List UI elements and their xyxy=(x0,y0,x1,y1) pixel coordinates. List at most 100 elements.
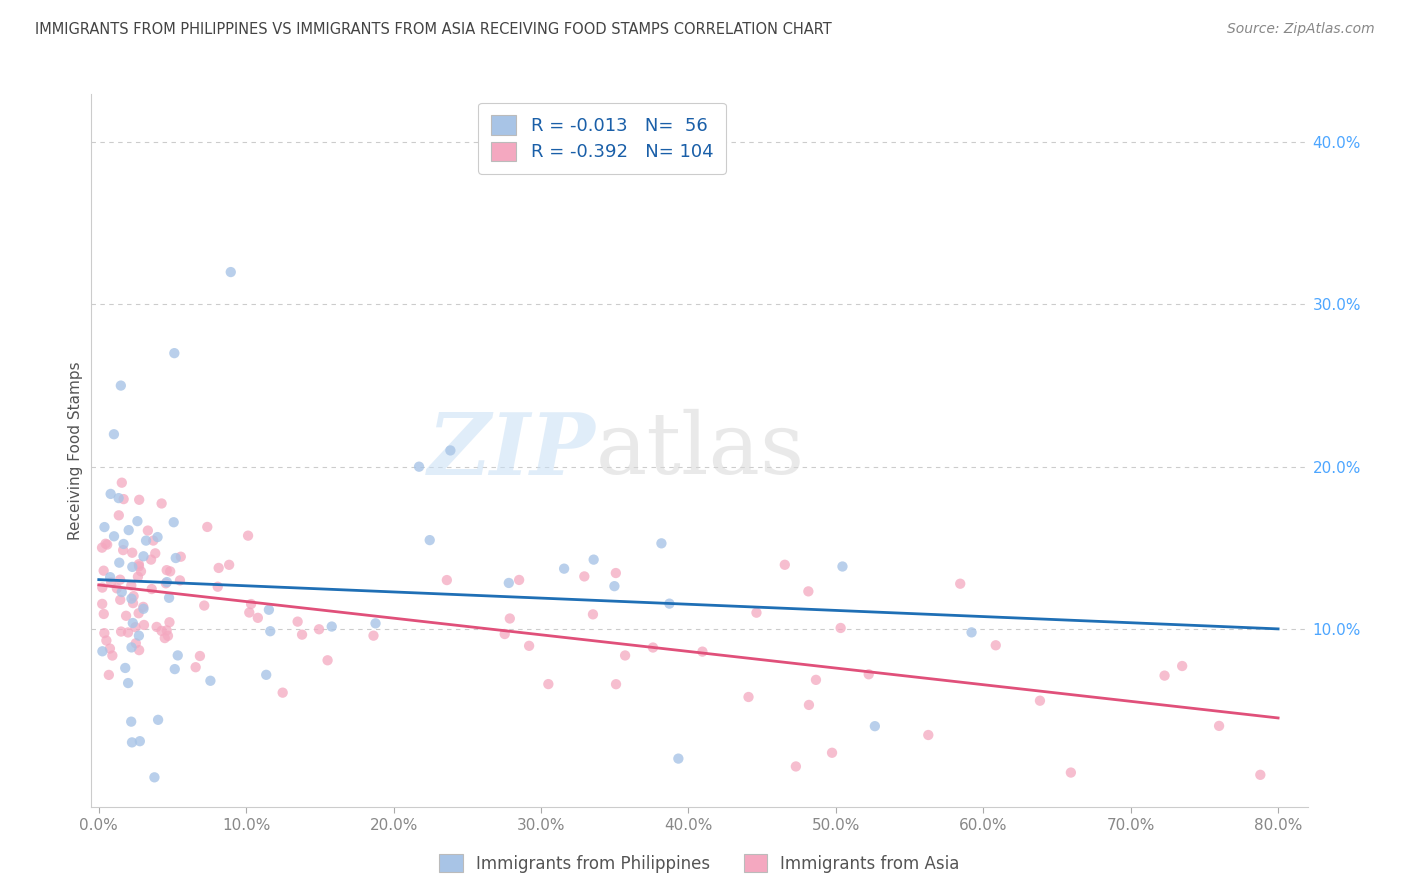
Point xyxy=(165,551,187,566)
Point xyxy=(553,562,575,576)
Point xyxy=(508,573,530,587)
Point xyxy=(257,603,280,617)
Point xyxy=(408,459,430,474)
Point xyxy=(128,629,150,643)
Point xyxy=(666,751,689,765)
Point xyxy=(737,690,759,704)
Point xyxy=(153,631,176,645)
Point xyxy=(207,580,229,594)
Point xyxy=(208,561,231,575)
Text: IMMIGRANTS FROM PHILIPPINES VS IMMIGRANTS FROM ASIA RECEIVING FOOD STAMPS CORREL: IMMIGRANTS FROM PHILIPPINES VS IMMIGRANT… xyxy=(35,22,832,37)
Point xyxy=(146,713,169,727)
Point xyxy=(150,496,173,510)
Point xyxy=(103,529,125,543)
Point xyxy=(364,616,387,631)
Legend: Immigrants from Philippines, Immigrants from Asia: Immigrants from Philippines, Immigrants … xyxy=(432,847,967,881)
Point xyxy=(1153,668,1175,682)
Point xyxy=(94,537,117,551)
Point xyxy=(98,641,121,656)
Point xyxy=(287,615,309,629)
Point xyxy=(419,533,441,548)
Point xyxy=(108,508,131,523)
Point xyxy=(614,648,637,663)
Point xyxy=(136,524,159,538)
Point xyxy=(132,549,155,564)
Point xyxy=(692,645,714,659)
Point xyxy=(132,601,155,615)
Point xyxy=(200,673,222,688)
Point xyxy=(650,536,672,550)
Point xyxy=(91,581,114,595)
Point xyxy=(1171,659,1194,673)
Point xyxy=(773,558,796,572)
Point xyxy=(156,629,179,643)
Point xyxy=(658,597,681,611)
Text: Source: ZipAtlas.com: Source: ZipAtlas.com xyxy=(1227,22,1375,37)
Point xyxy=(246,611,269,625)
Point xyxy=(96,538,118,552)
Point xyxy=(259,624,281,639)
Point xyxy=(125,636,148,650)
Point xyxy=(157,591,180,605)
Point xyxy=(121,546,143,560)
Point xyxy=(218,558,240,572)
Point xyxy=(169,574,191,588)
Point xyxy=(127,514,149,528)
Point xyxy=(605,566,627,580)
Point xyxy=(93,607,115,621)
Y-axis label: Receiving Food Stamps: Receiving Food Stamps xyxy=(67,361,83,540)
Point xyxy=(785,759,807,773)
Point xyxy=(219,265,242,279)
Point xyxy=(582,607,605,622)
Point xyxy=(93,564,115,578)
Point xyxy=(517,639,540,653)
Point xyxy=(166,648,188,663)
Point xyxy=(132,599,155,614)
Point xyxy=(195,520,218,534)
Point xyxy=(163,515,186,529)
Point xyxy=(960,625,983,640)
Point xyxy=(93,520,115,534)
Point xyxy=(91,541,114,555)
Point xyxy=(91,597,114,611)
Point xyxy=(117,625,139,640)
Point xyxy=(97,668,120,682)
Point xyxy=(132,618,155,632)
Point xyxy=(156,624,179,638)
Text: atlas: atlas xyxy=(596,409,806,492)
Point xyxy=(117,676,139,690)
Point xyxy=(363,629,385,643)
Point xyxy=(291,627,314,641)
Point xyxy=(121,560,143,574)
Point xyxy=(193,599,215,613)
Point xyxy=(128,643,150,657)
Point xyxy=(143,770,166,784)
Point xyxy=(1208,719,1230,733)
Point xyxy=(135,533,157,548)
Point xyxy=(830,621,852,635)
Point xyxy=(120,578,142,592)
Point xyxy=(499,611,522,625)
Text: ZIP: ZIP xyxy=(429,409,596,492)
Point xyxy=(105,582,128,596)
Point xyxy=(188,648,211,663)
Point xyxy=(240,597,263,611)
Point xyxy=(142,533,165,548)
Point xyxy=(112,537,135,551)
Point xyxy=(949,576,972,591)
Point xyxy=(163,662,186,676)
Point xyxy=(128,492,150,507)
Point xyxy=(100,487,122,501)
Point xyxy=(128,606,150,620)
Point xyxy=(103,427,125,442)
Point xyxy=(831,559,853,574)
Point xyxy=(163,346,186,360)
Point xyxy=(494,627,516,641)
Point xyxy=(159,615,181,630)
Point xyxy=(858,667,880,681)
Point xyxy=(141,582,163,596)
Point xyxy=(118,523,141,537)
Point xyxy=(112,492,135,507)
Point xyxy=(108,573,131,587)
Point xyxy=(121,615,143,630)
